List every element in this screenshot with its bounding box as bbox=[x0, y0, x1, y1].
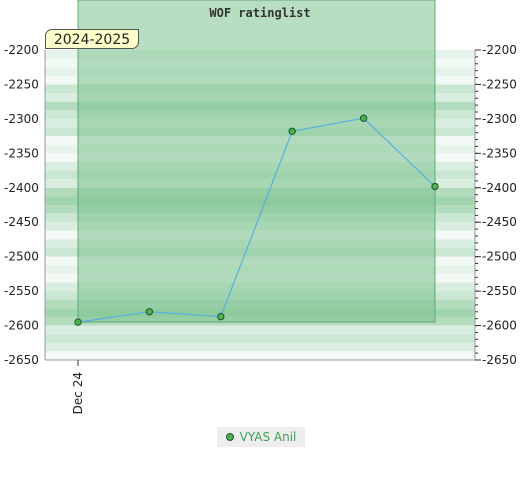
band-32 bbox=[45, 325, 475, 335]
y-tick-label-left: -2250 bbox=[4, 77, 39, 91]
y-tick-label-right: -2250 bbox=[482, 77, 517, 91]
data-point bbox=[145, 308, 154, 316]
season-badge: 2024-2025 bbox=[45, 29, 139, 49]
series-layer bbox=[74, 114, 439, 326]
y-tick-label-left: -2550 bbox=[4, 284, 39, 298]
y-tick-label-right: -2550 bbox=[482, 284, 517, 298]
y-tick-label-left: -2450 bbox=[4, 215, 39, 229]
band-34 bbox=[45, 342, 475, 352]
y-tick-label-right: -2350 bbox=[482, 146, 517, 160]
data-point bbox=[74, 318, 82, 326]
legend-marker bbox=[225, 433, 234, 441]
band-35 bbox=[45, 351, 475, 360]
chart-title: WOF ratinglist bbox=[209, 6, 310, 20]
legend-label: VYAS Anil bbox=[239, 430, 297, 444]
season-highlight bbox=[77, 0, 436, 323]
highlight-region bbox=[77, 0, 436, 323]
y-tick-label-left: -2200 bbox=[4, 43, 39, 57]
y-tick-label-left: -2350 bbox=[4, 146, 39, 160]
y-tick-label-left: -2500 bbox=[4, 250, 39, 264]
data-point bbox=[217, 312, 225, 321]
y-tick-label-left: -2650 bbox=[4, 353, 39, 367]
y-tick-label-right: -2450 bbox=[482, 215, 517, 229]
y-axis-left: -2200 -2250 -2300 -2350 -2400 -2450 -2500 -2550… bbox=[4, 43, 46, 367]
x-tick-label: Dec 24 bbox=[71, 372, 85, 414]
y-tick-label-right: -2650 bbox=[482, 353, 517, 367]
data-point bbox=[359, 114, 368, 122]
y-tick-label-left: -2300 bbox=[4, 112, 39, 126]
y-tick-label-right: -2600 bbox=[482, 319, 517, 333]
y-tick-label-right: -2200 bbox=[482, 43, 517, 57]
data-point bbox=[431, 182, 439, 191]
series-line bbox=[77, 117, 436, 323]
data-point bbox=[288, 127, 296, 135]
band-33 bbox=[45, 334, 475, 343]
legend[interactable]: VYAS Anil bbox=[217, 427, 305, 447]
y-tick-label-left: -2400 bbox=[4, 181, 39, 195]
y-tick-label-right: -2300 bbox=[482, 112, 517, 126]
y-tick-label-left: -2600 bbox=[4, 319, 39, 333]
x-axis: Dec 24 bbox=[45, 359, 475, 414]
y-tick-label-right: -2500 bbox=[482, 250, 517, 264]
y-axis-right: -2200 -2250 -2300 -2350 -2400 -2450 -2500 -2550… bbox=[474, 43, 517, 367]
y-tick-label-right: -2400 bbox=[482, 181, 517, 195]
